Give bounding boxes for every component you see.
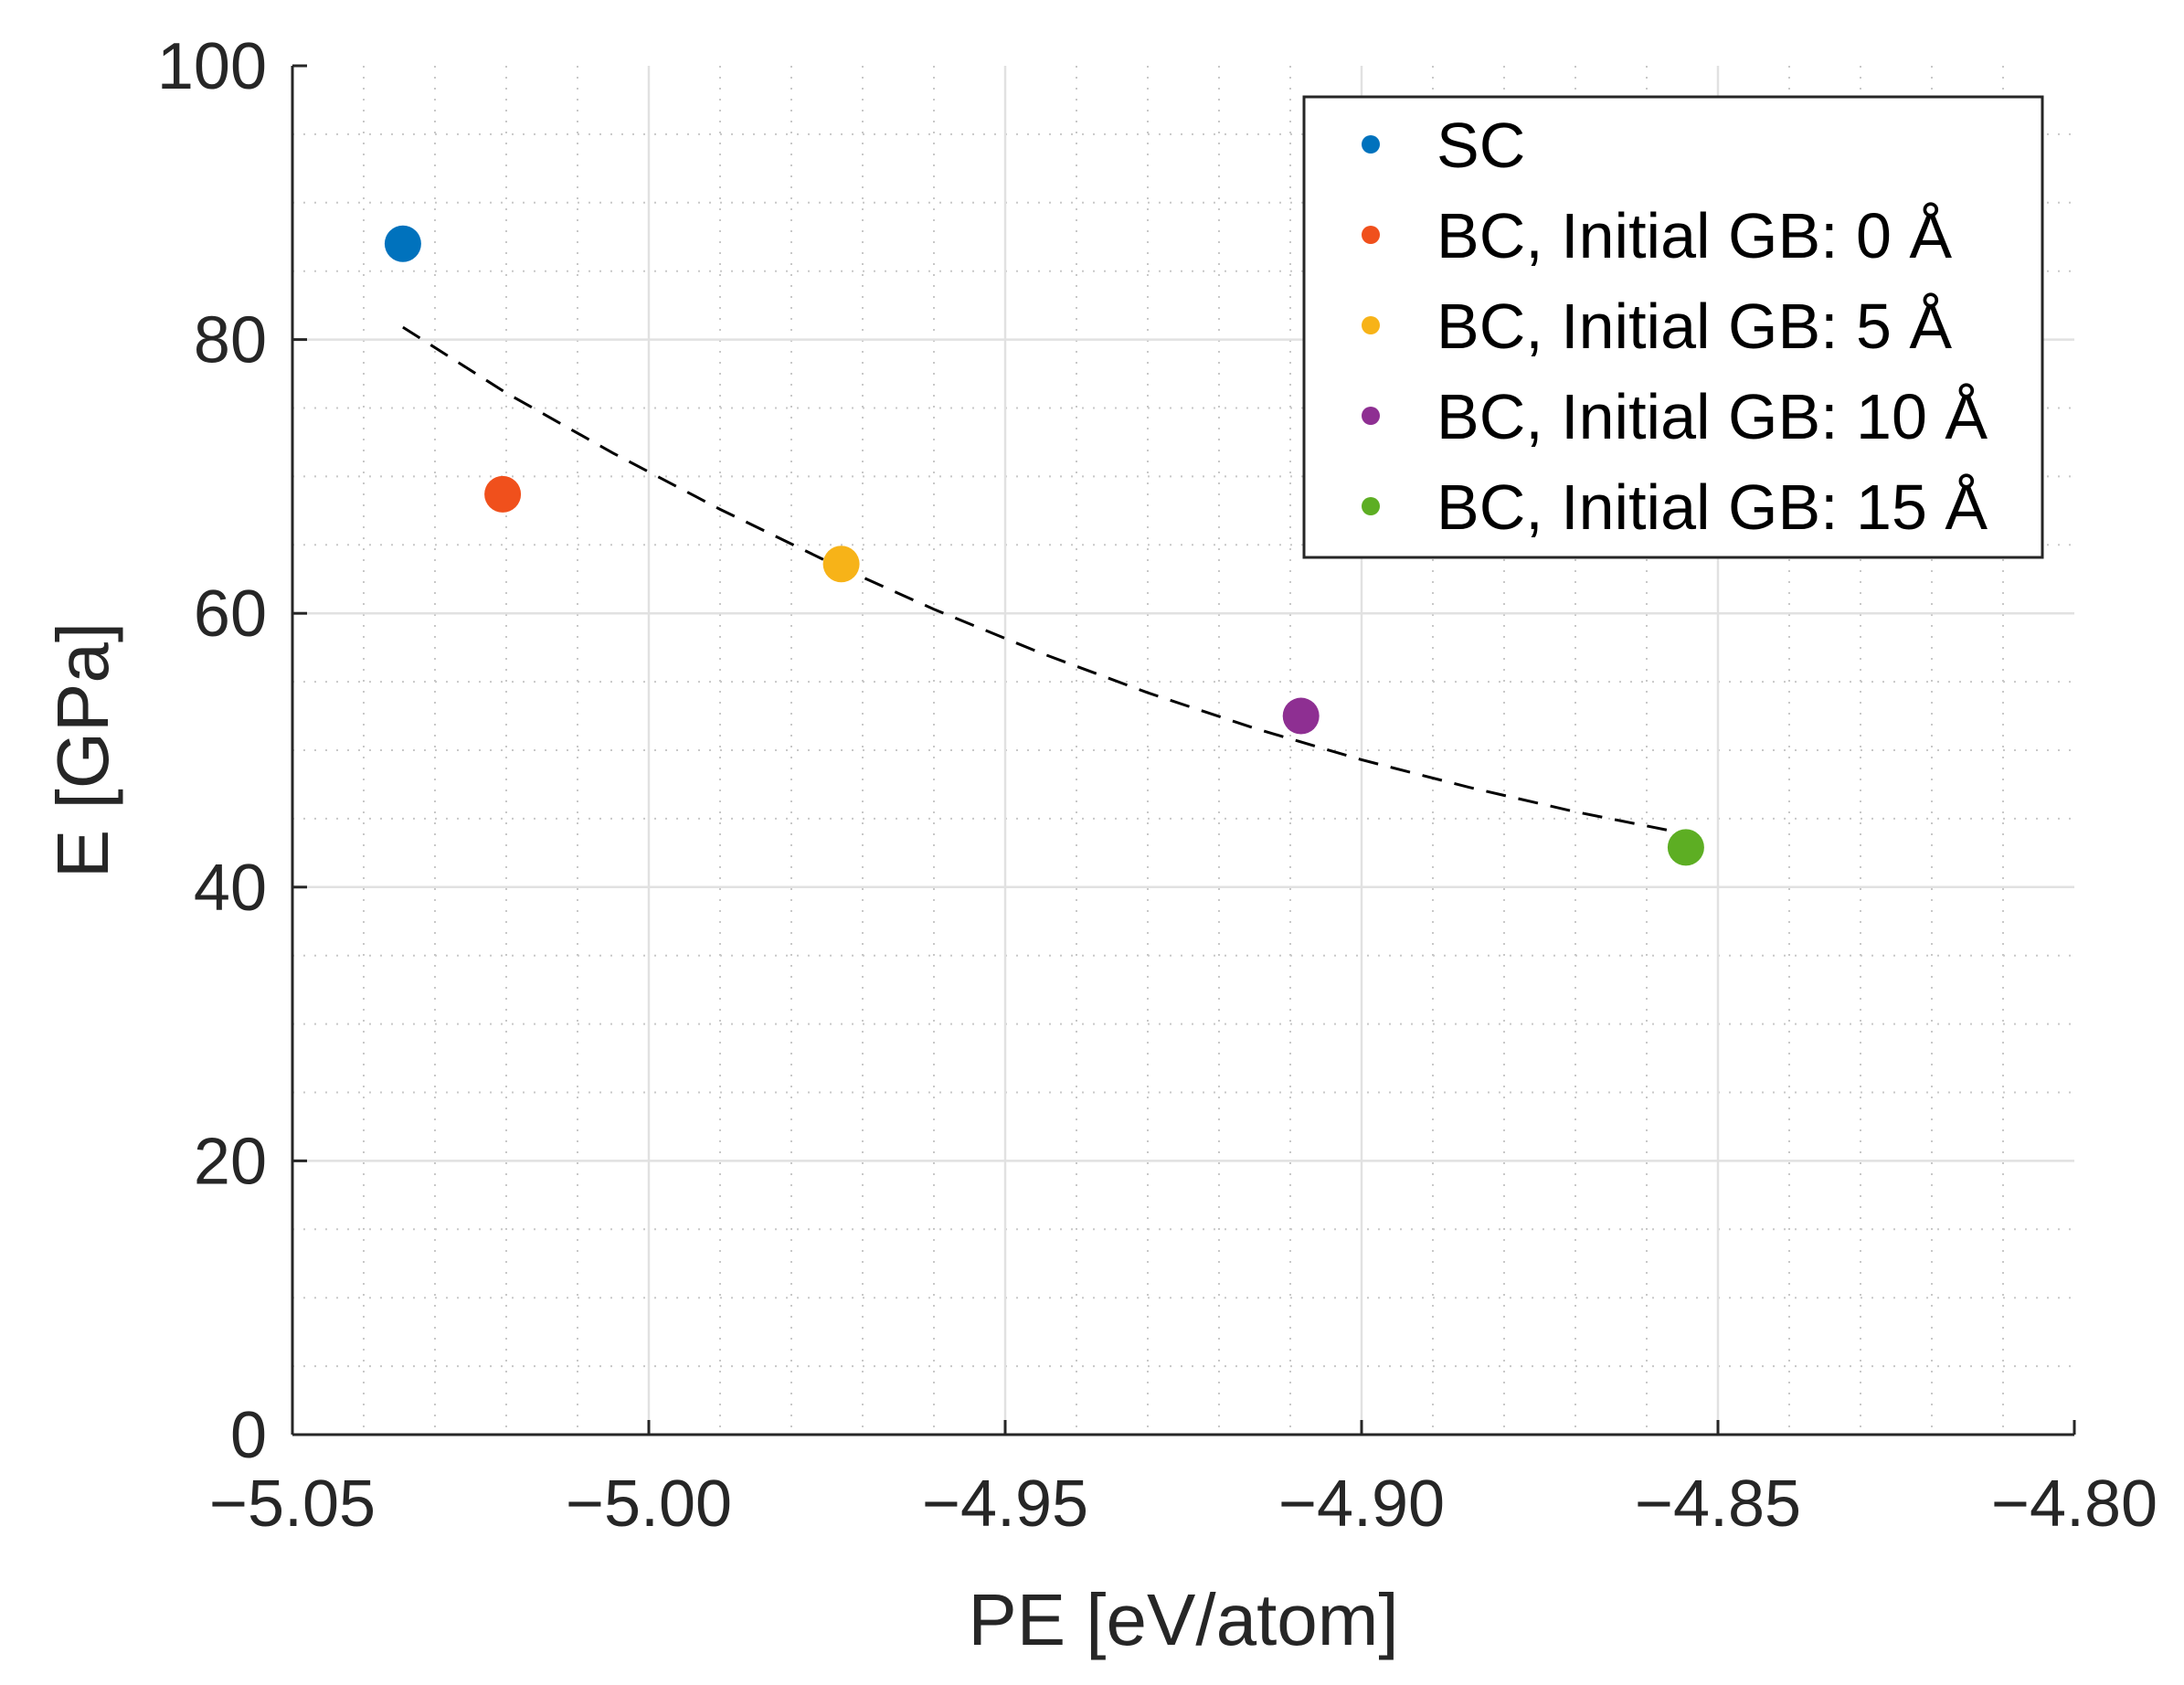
x-tick-label: −5.05: [209, 1468, 376, 1541]
legend-box: [1302, 95, 2044, 559]
legend-marker: [1362, 316, 1380, 334]
legend-items: SC BC, Initial GB: 0 Å BC, Initial GB: 5 Å…: [1362, 110, 1988, 543]
legend-marker: [1362, 407, 1380, 425]
legend-label: BC, Initial GB: 10 Å: [1437, 381, 1988, 452]
x-tick-label: −4.80: [1991, 1468, 2157, 1541]
legend: SC BC, Initial GB: 0 Å BC, Initial GB: 5 Å…: [1302, 95, 2044, 559]
y-tick-label: 0: [230, 1399, 267, 1472]
axes: [291, 64, 2076, 1436]
legend-label: BC, Initial GB: 0 Å: [1437, 200, 1952, 271]
legend-label: BC, Initial GB: 5 Å: [1437, 291, 1952, 362]
legend-label: SC: [1437, 110, 1525, 181]
x-tick-label: −4.95: [922, 1468, 1088, 1541]
legend-marker: [1362, 135, 1380, 154]
x-tick-label: −4.90: [1278, 1468, 1445, 1541]
y-tick-label: 100: [157, 30, 267, 103]
data-point: [484, 475, 522, 513]
data-point: [384, 225, 421, 262]
y-tick-label: 80: [194, 304, 267, 377]
x-tick-labels: −5.05 −5.00 −4.95 −4.90 −4.85 −4.80: [209, 1468, 2157, 1541]
y-tick-label: 20: [194, 1125, 267, 1198]
legend-marker: [1362, 226, 1380, 244]
data-point: [1667, 829, 1704, 866]
x-axis-title: PE [eV/atom]: [968, 1579, 1398, 1660]
x-tick-label: −4.85: [1635, 1468, 1801, 1541]
data-point: [1282, 697, 1320, 735]
minor-grid: [292, 66, 2074, 1435]
fit-line: [402, 325, 1687, 835]
y-tick-label: 60: [194, 578, 267, 651]
major-grid: [292, 66, 2074, 1435]
y-axis-title: E [GPa]: [42, 622, 123, 878]
x-tick-label: −5.00: [566, 1468, 732, 1541]
fit-layer: [402, 325, 1687, 835]
y-tick-labels: 0 20 40 60 80 100: [157, 30, 267, 1472]
legend-label: BC, Initial GB: 15 Å: [1437, 472, 1988, 543]
points-layer: [384, 225, 1704, 866]
data-point: [822, 546, 860, 583]
legend-marker: [1362, 497, 1380, 515]
y-tick-label: 40: [194, 852, 267, 925]
